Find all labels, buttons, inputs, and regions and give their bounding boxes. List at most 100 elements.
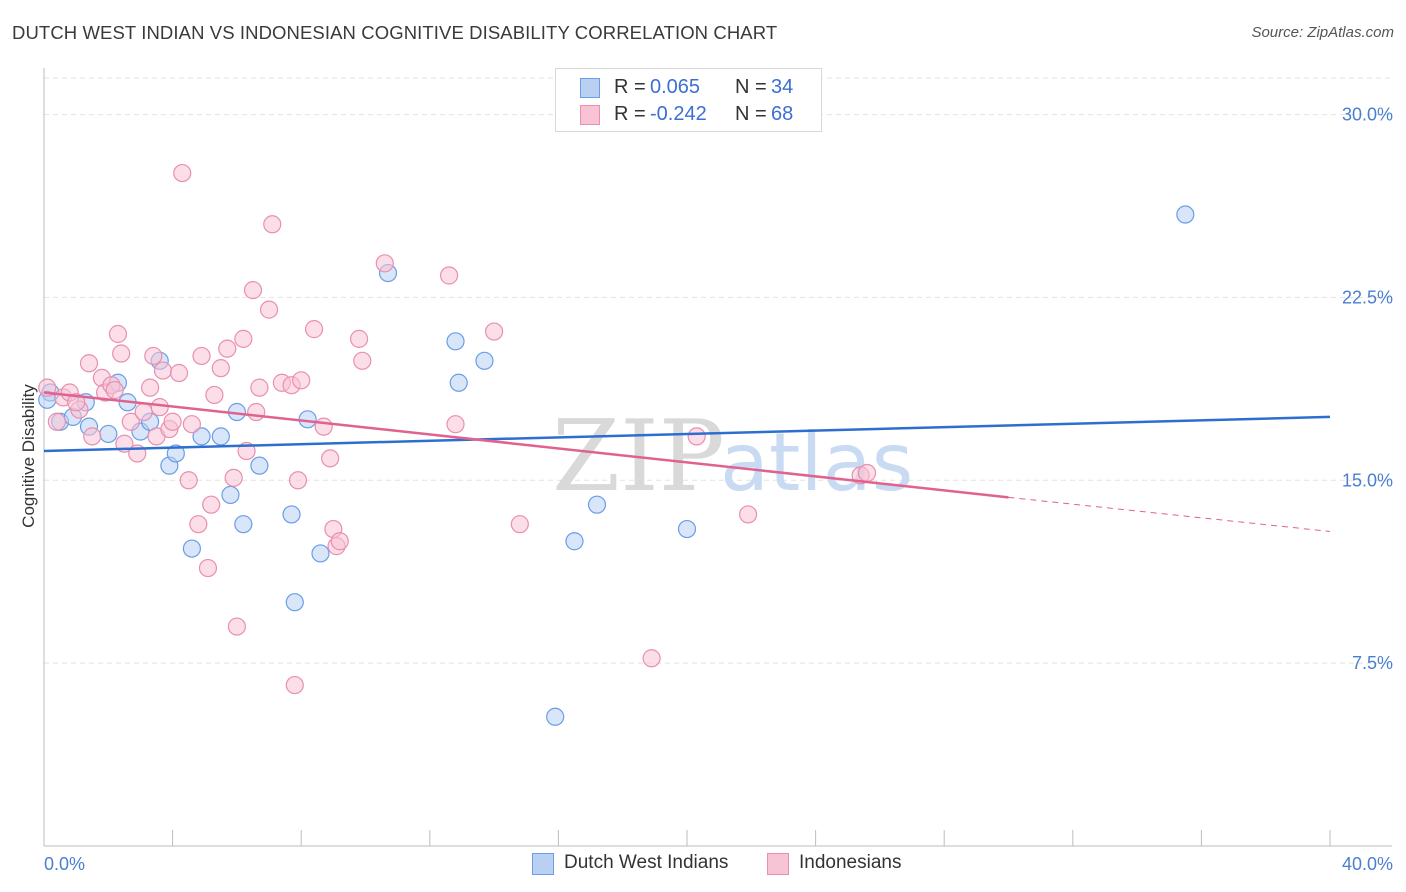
point-indonesian: [189, 515, 208, 534]
point-indonesian: [857, 463, 877, 483]
bottom-legend-label-blue: Dutch West Indians: [564, 852, 729, 873]
point-indonesian: [321, 449, 340, 468]
point-dutch-west-indian: [250, 456, 269, 475]
point-dutch-west-indian: [192, 427, 211, 446]
point-indonesian: [234, 329, 253, 348]
point-indonesian: [144, 346, 163, 366]
bottom-legend-swatch-blue: [532, 853, 554, 875]
chart-title: DUTCH WEST INDIAN VS INDONESIAN COGNITIV…: [12, 22, 778, 43]
point-indonesian: [182, 415, 201, 434]
point-indonesian: [179, 471, 198, 490]
point-indonesian: [202, 495, 221, 514]
point-indonesian: [330, 532, 349, 551]
point-indonesian: [47, 412, 66, 431]
point-indonesian: [211, 359, 230, 378]
trend-lines: [43, 391, 1331, 532]
legend-r-label: R =: [614, 76, 646, 98]
legend-n-value: 68: [771, 103, 794, 125]
point-indonesian: [192, 346, 211, 366]
legend-swatch-pink: [580, 105, 600, 125]
point-indonesian: [112, 344, 131, 363]
legend-n-label: N =: [735, 103, 767, 125]
point-indonesian: [250, 378, 269, 397]
point-dutch-west-indian: [211, 427, 230, 446]
trend-line-indonesians-extrapolated: [1008, 496, 1331, 532]
point-indonesian: [38, 378, 57, 397]
x-tick-label: 40.0%: [1342, 854, 1393, 874]
point-indonesian: [198, 558, 218, 578]
x-tick-label: 0.0%: [44, 854, 85, 874]
legend-n-value: 34: [771, 76, 794, 98]
point-indonesian: [163, 412, 182, 431]
legend: R = 0.065 N = 34 R = -0.242 N = 68: [555, 68, 822, 132]
point-dutch-west-indian: [475, 351, 494, 370]
source-label: Source: ZipAtlas.com: [1251, 24, 1394, 41]
point-indonesian: [169, 363, 189, 383]
point-indonesian: [108, 324, 128, 344]
point-indonesian: [247, 402, 266, 422]
point-indonesian: [83, 427, 102, 446]
bottom-legend-swatch-pink: [767, 853, 789, 875]
point-indonesian: [173, 163, 192, 183]
zipatlas-watermark: ZIP atlas: [552, 400, 913, 514]
point-indonesian: [150, 398, 169, 417]
point-indonesian: [485, 322, 504, 341]
point-indonesian: [121, 412, 140, 431]
point-indonesian: [288, 471, 308, 490]
grid-lines: [44, 77, 1392, 664]
point-dutch-west-indian: [449, 373, 468, 392]
point-indonesian: [105, 380, 124, 400]
point-indonesian: [375, 254, 394, 273]
legend-swatch-blue: [580, 78, 600, 98]
point-indonesian: [510, 515, 529, 534]
point-dutch-west-indian: [234, 515, 253, 534]
point-indonesian: [153, 361, 173, 380]
point-indonesian: [134, 402, 153, 422]
point-indonesian: [227, 617, 246, 636]
point-indonesian: [642, 649, 661, 668]
point-indonesian: [67, 393, 86, 412]
point-dutch-west-indian: [311, 544, 330, 563]
point-indonesian: [259, 300, 279, 319]
y-axis-label: Cognitive Disability: [19, 384, 38, 528]
point-dutch-west-indian: [677, 519, 697, 539]
point-dutch-west-indian: [1176, 205, 1195, 224]
point-indonesian: [224, 468, 243, 487]
legend-r-value: 0.065: [650, 76, 701, 98]
legend-n-label: N =: [735, 76, 767, 98]
point-indonesian: [285, 675, 304, 695]
point-indonesian: [439, 266, 459, 285]
point-indonesian: [353, 351, 372, 370]
point-indonesian: [140, 378, 160, 397]
point-indonesian: [349, 329, 369, 348]
axes: [43, 68, 1392, 847]
trend-line-indonesians: [43, 391, 1009, 499]
point-dutch-west-indian: [221, 485, 240, 505]
point-dutch-west-indian: [565, 532, 584, 551]
point-indonesian: [205, 385, 224, 405]
point-dutch-west-indian: [546, 707, 565, 726]
point-indonesian: [738, 505, 758, 524]
point-indonesian: [687, 427, 706, 446]
point-indonesian: [79, 354, 99, 373]
y-tick-label: 7.5%: [1352, 653, 1393, 673]
bottom-legend-label-pink: Indonesians: [799, 852, 902, 873]
point-dutch-west-indian: [587, 495, 607, 514]
point-dutch-west-indian: [166, 444, 185, 463]
point-indonesian: [218, 339, 237, 358]
point-dutch-west-indian: [446, 332, 465, 351]
point-indonesian: [304, 320, 324, 339]
point-dutch-west-indian: [182, 539, 201, 558]
y-tick-label: 30.0%: [1342, 105, 1393, 125]
point-dutch-west-indian: [285, 593, 304, 612]
point-indonesian: [243, 281, 263, 300]
legend-r-value: -0.242: [650, 103, 707, 125]
point-indonesian: [314, 417, 333, 436]
point-indonesian: [292, 371, 311, 390]
point-dutch-west-indian: [282, 505, 301, 524]
point-indonesian: [263, 215, 282, 234]
point-dutch-west-indian: [99, 424, 118, 444]
y-tick-label: 15.0%: [1342, 470, 1393, 490]
tick-labels: 7.5% 15.0% 22.5% 30.0% 0.0% 40.0%: [44, 105, 1393, 874]
